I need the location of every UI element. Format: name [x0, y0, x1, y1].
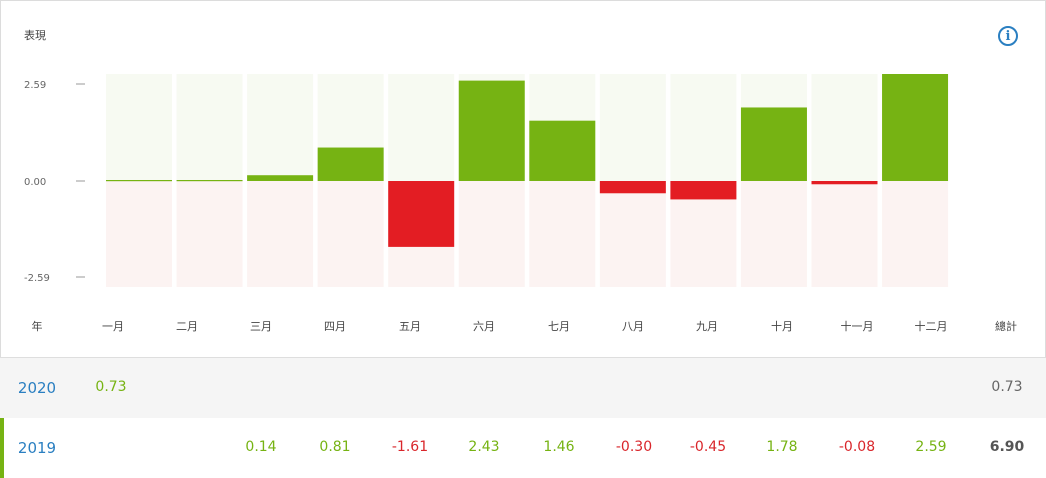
year-column-header: 年 — [31, 320, 43, 333]
month-header: 三月 — [250, 320, 272, 333]
month-value: -1.61 — [391, 439, 429, 455]
month-header: 十二月 — [914, 320, 948, 333]
negative-background — [740, 181, 807, 287]
y-tick-label: -2.59 — [24, 273, 50, 284]
negative-background — [811, 181, 878, 287]
table-row: 2019 0.14 0.81 -1.61 2.43 1.46 -0.30 -0.… — [0, 418, 1046, 478]
month-value: 0.14 — [245, 439, 277, 455]
bar[interactable] — [740, 107, 807, 181]
positive-background — [176, 74, 243, 181]
month-header: 二月 — [176, 320, 198, 333]
year-total: 0.73 — [991, 379, 1023, 395]
year-link[interactable]: 2019 — [17, 439, 57, 457]
total-column-header: 總計 — [995, 320, 1017, 333]
month-header-row: 年 一月 二月 三月 四月 五月 六月 七月 八月 九月 十月 十一月 十二月 … — [0, 318, 1046, 336]
year-link[interactable]: 2020 — [17, 379, 57, 397]
month-header: 十月 — [771, 320, 793, 333]
bar[interactable] — [176, 180, 243, 182]
bar[interactable] — [882, 74, 949, 181]
month-value: 0.73 — [95, 379, 127, 395]
negative-background — [176, 181, 243, 287]
month-header: 五月 — [399, 320, 421, 333]
month-value: -0.45 — [689, 439, 727, 455]
bar[interactable] — [670, 181, 737, 200]
positive-background — [388, 74, 455, 181]
negative-background — [106, 181, 172, 287]
negative-background — [529, 181, 596, 287]
month-header: 八月 — [622, 320, 644, 333]
bar[interactable] — [106, 180, 172, 182]
month-header: 四月 — [324, 320, 346, 333]
negative-background — [882, 181, 949, 287]
positive-background — [106, 74, 172, 181]
month-value: 1.46 — [543, 439, 575, 455]
negative-background — [247, 181, 314, 287]
negative-background — [317, 181, 384, 287]
performance-label: 表現 — [24, 29, 46, 42]
month-value: 1.78 — [766, 439, 798, 455]
month-header: 一月 — [102, 320, 124, 333]
month-header: 六月 — [473, 320, 495, 333]
bar[interactable] — [247, 175, 314, 181]
positive-background — [247, 74, 314, 181]
y-tick-label: 0.00 — [24, 177, 46, 188]
month-value: 0.81 — [319, 439, 351, 455]
bar[interactable] — [458, 80, 525, 181]
bar[interactable] — [599, 181, 666, 194]
month-header: 十一月 — [840, 320, 874, 333]
monthly-performance-chart: 2.59 0.00 -2.59 — [24, 74, 949, 287]
y-tick-label: 2.59 — [24, 80, 46, 91]
month-value: -0.30 — [615, 439, 653, 455]
info-icon[interactable]: i — [998, 26, 1018, 46]
year-total: 6.90 — [989, 439, 1025, 455]
month-value: 2.43 — [468, 439, 500, 455]
month-value: -0.08 — [838, 439, 876, 455]
bar[interactable] — [811, 181, 878, 185]
month-header: 七月 — [548, 320, 570, 333]
bar[interactable] — [388, 181, 455, 247]
bar[interactable] — [317, 147, 384, 181]
positive-background — [670, 74, 737, 181]
month-header: 九月 — [696, 320, 718, 333]
positive-background — [811, 74, 878, 181]
negative-background — [599, 181, 666, 287]
positive-background — [599, 74, 666, 181]
month-value: 2.59 — [915, 439, 947, 455]
bar[interactable] — [529, 120, 596, 181]
table-row: 2020 0.73 0.73 — [0, 357, 1046, 419]
negative-background — [458, 181, 525, 287]
